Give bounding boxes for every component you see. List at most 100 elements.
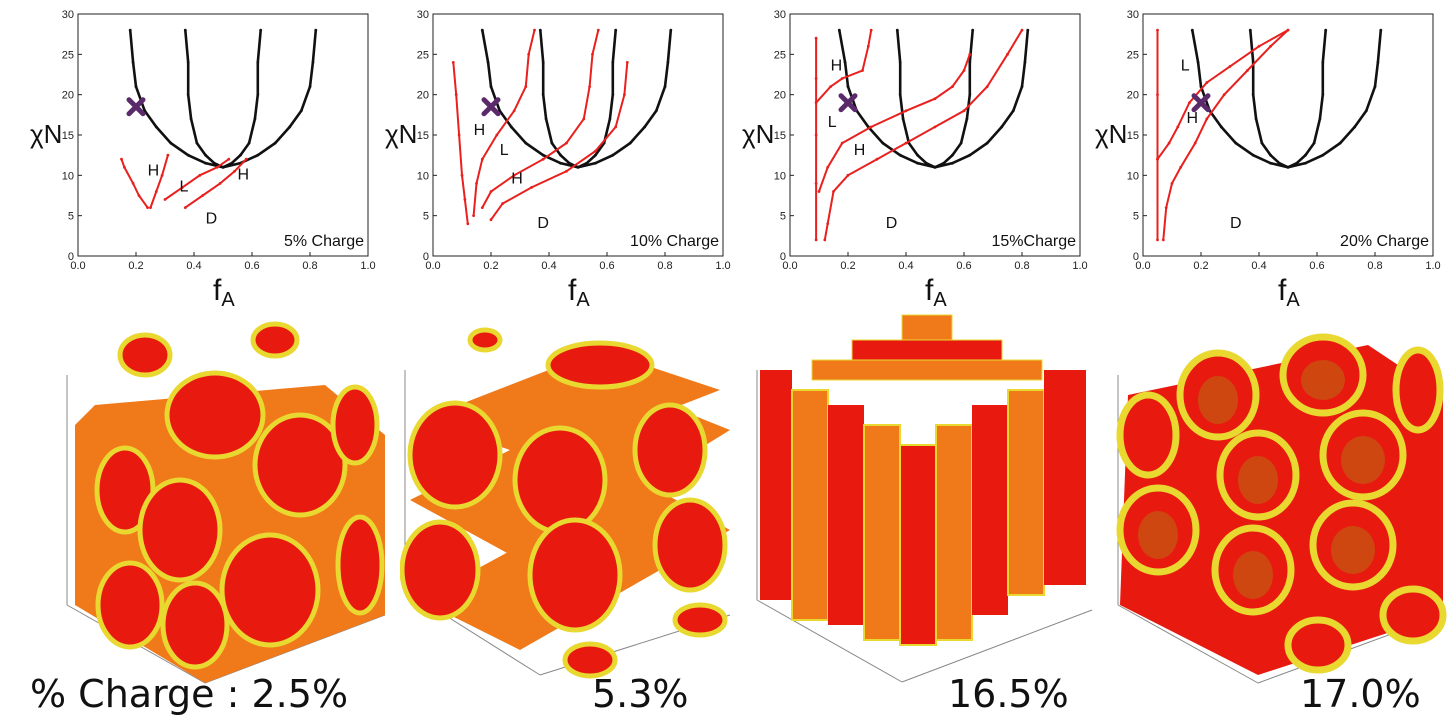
x-tick-label: 0.6 <box>1309 260 1324 272</box>
phase-boundary-line <box>164 158 230 201</box>
x-tick-label: 1.0 <box>1425 260 1440 272</box>
data-point <box>544 117 548 121</box>
x-tick-label: 0.0 <box>425 260 440 272</box>
cylinder-morphology-image <box>399 327 731 679</box>
data-point <box>846 173 850 177</box>
data-point <box>480 28 484 32</box>
data-point <box>1251 153 1255 157</box>
data-point <box>846 85 850 88</box>
data-point <box>817 190 821 193</box>
phase-region-label: H <box>854 142 866 159</box>
data-point <box>843 61 847 64</box>
data-point <box>1156 238 1159 242</box>
data-point <box>985 141 989 145</box>
phase-boundary-line <box>481 29 600 209</box>
x-axis-label: fA <box>1278 274 1300 306</box>
data-point <box>666 61 670 64</box>
x-tick-label: 0.8 <box>1367 260 1382 272</box>
data-point <box>550 141 554 145</box>
y-tick-label: 15 <box>774 130 786 142</box>
data-point <box>594 149 597 153</box>
data-point <box>881 141 885 145</box>
charge-annotation: 15%Charge <box>992 233 1077 250</box>
data-point <box>924 161 928 165</box>
data-point <box>904 141 908 145</box>
data-point <box>916 161 919 165</box>
phase-boundary-line <box>823 29 1023 241</box>
plot-frame <box>77 13 369 257</box>
double-gyroid-morphology-image <box>1116 333 1447 684</box>
y-tick-label: 0 <box>68 251 74 263</box>
charge-label-2: 5.3% <box>592 672 689 716</box>
data-point <box>1324 28 1328 32</box>
data-point <box>628 141 632 145</box>
data-point <box>256 93 260 97</box>
data-point <box>509 125 513 129</box>
data-point <box>565 141 568 145</box>
data-point <box>901 117 905 121</box>
phase-region-label: L <box>500 142 509 159</box>
data-point <box>475 182 478 185</box>
data-point <box>898 153 902 157</box>
data-point <box>259 28 263 32</box>
x-axis-label: fA <box>213 274 235 306</box>
data-point <box>814 238 818 242</box>
data-point <box>451 61 455 64</box>
data-point <box>233 169 237 173</box>
data-point <box>614 125 618 129</box>
data-point <box>594 161 597 165</box>
data-point <box>567 161 571 165</box>
y-tick-label: 15 <box>1127 130 1139 142</box>
data-point <box>814 36 818 40</box>
data-point <box>643 125 647 129</box>
data-point <box>576 165 580 169</box>
data-point <box>829 85 832 88</box>
data-point <box>1321 61 1325 64</box>
data-point <box>169 141 173 145</box>
x-tick-label: 0.4 <box>186 260 201 272</box>
data-point <box>840 141 844 145</box>
data-point <box>221 165 225 169</box>
data-point <box>869 125 873 129</box>
data-point <box>1196 61 1200 64</box>
x-tick-label: 0.6 <box>244 260 259 272</box>
x-tick-label: 0.6 <box>599 260 614 272</box>
data-point <box>904 109 908 113</box>
phase-region-label: D <box>1230 215 1242 232</box>
data-point <box>1156 93 1159 97</box>
data-point <box>1286 165 1290 169</box>
data-point <box>962 109 966 113</box>
data-point <box>875 157 879 161</box>
phase-region-label: H <box>511 170 523 187</box>
data-point <box>1353 125 1357 129</box>
data-point <box>1269 44 1272 48</box>
x-tick-label: 0.2 <box>128 260 143 272</box>
data-point <box>814 101 818 105</box>
data-point <box>1338 141 1342 145</box>
data-point <box>189 117 193 121</box>
data-point <box>186 153 190 157</box>
data-point <box>1321 153 1325 157</box>
data-point <box>933 97 937 101</box>
data-point <box>457 133 461 137</box>
data-point <box>253 117 257 121</box>
data-point <box>559 153 562 157</box>
data-point <box>524 141 528 145</box>
data-point <box>1228 65 1232 68</box>
data-point <box>198 173 202 177</box>
data-point <box>582 117 586 121</box>
data-point <box>227 157 231 161</box>
phase-diagram-svg: 0 5 10 15 20 25 30 0.0 0.2 0.4 0.6 0.8 1.0 H L H D 5% Cha… <box>30 9 376 311</box>
phase-diagram-3: 0 5 10 15 20 25 30 0.0 0.2 0.4 0.6 0.8 1.0 H L H D 15%Cha… <box>742 6 1092 311</box>
lamellar-morphology-image <box>756 314 1093 683</box>
y-tick-label: 10 <box>417 170 429 182</box>
data-point <box>968 52 972 56</box>
data-point <box>951 161 954 165</box>
data-point <box>486 61 490 64</box>
data-point <box>861 69 864 72</box>
y-tick-label: 30 <box>1127 9 1139 21</box>
data-point <box>1304 153 1307 157</box>
charge-annotation: 20% Charge <box>1340 233 1429 250</box>
state-point-marker <box>838 93 858 113</box>
y-tick-label: 20 <box>774 90 786 102</box>
